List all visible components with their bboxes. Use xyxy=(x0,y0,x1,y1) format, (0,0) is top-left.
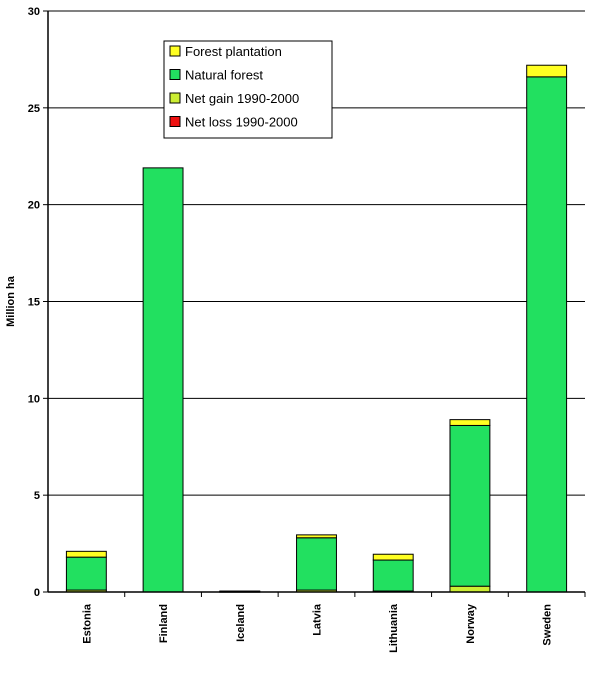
y-tick-label: 0 xyxy=(34,587,40,599)
legend: Forest plantation Natural forest Net gain … xyxy=(163,40,333,139)
x-tick-label: Finland xyxy=(158,604,170,643)
y-tick-label: 5 xyxy=(34,490,40,502)
bar-segment xyxy=(65,556,107,591)
y-tick-label: 20 xyxy=(28,200,40,212)
bar-segment xyxy=(372,559,414,592)
x-tick-label: Norway xyxy=(465,603,477,644)
bar-segment xyxy=(526,76,568,593)
y-axis-ticks: 0 5 10 15 20 25 30 xyxy=(28,6,48,599)
legend-swatch xyxy=(169,92,181,104)
x-tick-label: Lithuania xyxy=(388,603,400,653)
legend-label: Net gain 1990-2000 xyxy=(185,91,299,106)
bar-segment xyxy=(296,534,337,539)
legend-swatch xyxy=(169,45,181,57)
y-tick-label: 30 xyxy=(28,6,40,18)
y-tick-label: 10 xyxy=(28,393,40,405)
bar-segment xyxy=(296,537,337,591)
x-tick-label: Estonia xyxy=(81,603,93,644)
legend-swatch xyxy=(169,116,181,127)
bar-segment xyxy=(526,64,568,78)
x-tick-label: Latvia xyxy=(312,603,324,636)
legend-label: Forest plantation xyxy=(185,44,282,59)
bar-segment xyxy=(65,550,107,558)
x-axis-ticks: Estonia Finland Iceland Latvia Lithuania Norw… xyxy=(81,592,586,653)
legend-swatch xyxy=(169,69,181,80)
x-tick-label: Iceland xyxy=(235,604,247,642)
bars xyxy=(65,64,568,593)
x-tick-label: Sweden xyxy=(542,604,554,646)
y-axis-label: Million ha xyxy=(5,275,17,327)
bar-segment xyxy=(142,167,184,593)
bar-segment xyxy=(372,553,414,561)
y-tick-label: 25 xyxy=(28,103,40,115)
bar-segment xyxy=(449,424,491,587)
bar-segment xyxy=(449,419,491,426)
legend-box xyxy=(163,40,333,139)
y-tick-label: 15 xyxy=(28,297,40,309)
legend-label: Net loss 1990-2000 xyxy=(185,115,298,130)
bar-segment xyxy=(449,585,491,593)
legend-label: Natural forest xyxy=(185,68,263,83)
